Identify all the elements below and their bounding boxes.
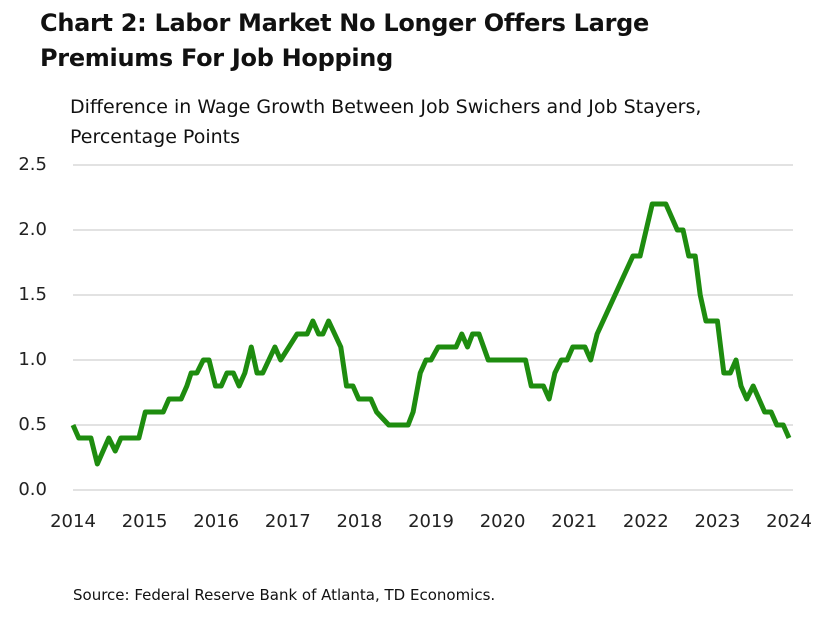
chart-subtitle: Difference in Wage Growth Between Job Sw… bbox=[70, 96, 702, 148]
source-note: Source: Federal Reserve Bank of Atlanta,… bbox=[73, 586, 496, 604]
x-tick-label: 2022 bbox=[623, 511, 669, 532]
data-line bbox=[70, 201, 792, 467]
y-tick-label: 2.5 bbox=[18, 154, 47, 175]
y-tick-label: 2.0 bbox=[18, 219, 47, 240]
x-tick-label: 2016 bbox=[193, 511, 239, 532]
x-tick-label: 2018 bbox=[336, 511, 382, 532]
y-tick-label: 0.5 bbox=[18, 414, 47, 435]
chart-title: Chart 2: Labor Market No Longer Offers L… bbox=[40, 9, 649, 72]
x-tick-label: 2014 bbox=[50, 511, 96, 532]
x-tick-label: 2017 bbox=[265, 511, 311, 532]
y-tick-label: 0.0 bbox=[18, 479, 47, 500]
y-tick-label: 1.0 bbox=[18, 349, 47, 370]
x-tick-label: 2020 bbox=[480, 511, 526, 532]
x-tick-label: 2015 bbox=[122, 511, 168, 532]
y-tick-label: 1.5 bbox=[18, 284, 47, 305]
x-tick-label: 2024 bbox=[766, 511, 812, 532]
x-tick-label: 2021 bbox=[551, 511, 597, 532]
x-tick-label: 2019 bbox=[408, 511, 454, 532]
x-tick-label: 2023 bbox=[694, 511, 740, 532]
